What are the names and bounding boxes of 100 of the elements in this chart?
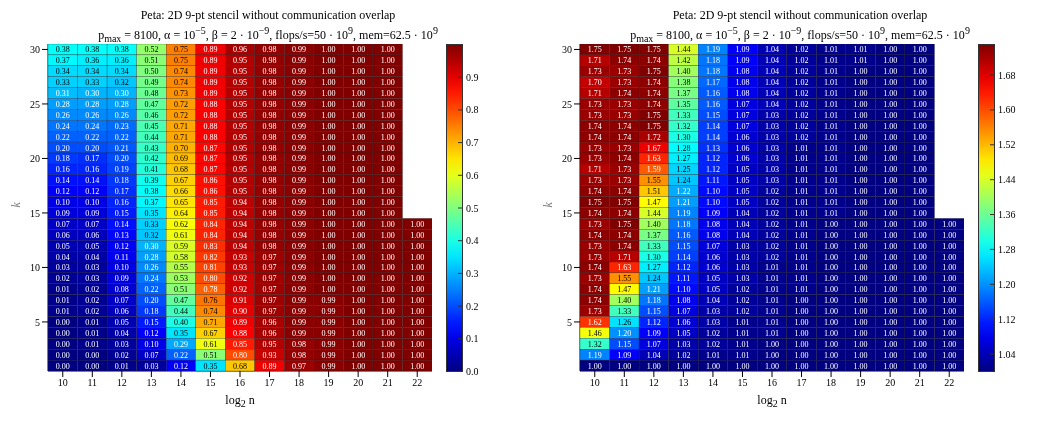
color-bar-label: 0.1 — [466, 333, 479, 345]
data-label: 1.73 — [617, 67, 632, 77]
data-label: 0.95 — [233, 132, 247, 142]
data-label: 1.00 — [794, 361, 809, 371]
data-label: 1.00 — [912, 154, 927, 164]
data-label: 0.31 — [55, 89, 70, 99]
data-label: 1.00 — [883, 296, 898, 306]
data-label: 1.00 — [853, 361, 868, 371]
data-label: 1.00 — [853, 132, 868, 142]
data-label: 1.74 — [646, 78, 661, 88]
data-label: 0.94 — [233, 230, 247, 240]
data-label: 0.70 — [173, 143, 188, 153]
y-tick-label: 25 — [30, 98, 40, 110]
data-label: 1.74 — [617, 241, 632, 251]
data-label: 1.00 — [380, 121, 395, 131]
data-label: 1.02 — [794, 45, 809, 55]
data-label: 1.27 — [646, 263, 661, 273]
data-label: 1.73 — [587, 67, 602, 77]
y-tick-label: 20 — [562, 153, 572, 164]
data-label: 0.43 — [144, 143, 159, 153]
data-label: 1.74 — [617, 132, 632, 142]
data-label: 1.00 — [380, 285, 395, 295]
data-label: 0.99 — [292, 67, 307, 77]
data-label: 1.00 — [351, 143, 366, 153]
data-label: 1.00 — [321, 252, 336, 262]
data-label: 1.33 — [676, 110, 691, 120]
data-label: 1.00 — [912, 187, 927, 197]
data-label: 1.75 — [617, 45, 632, 55]
data-label: 1.00 — [321, 56, 336, 66]
data-label: 1.00 — [853, 252, 868, 262]
y-tick-label: 15 — [562, 207, 572, 219]
data-label: 1.63 — [617, 263, 632, 273]
y-tick-label: 10 — [30, 262, 40, 273]
data-label: 1.00 — [853, 187, 868, 197]
data-label: 1.00 — [410, 361, 425, 371]
data-label: 1.02 — [735, 296, 750, 306]
data-label: 0.51 — [173, 285, 188, 295]
data-label: 1.00 — [351, 165, 366, 175]
data-label: 1.00 — [351, 361, 366, 371]
data-label: 1.74 — [617, 121, 632, 131]
data-label: 0.78 — [203, 285, 218, 295]
data-label: 0.95 — [233, 99, 247, 109]
data-label: 1.00 — [883, 45, 898, 55]
data-label: 1.01 — [765, 296, 779, 306]
data-label: 1.12 — [705, 165, 720, 175]
data-label: 1.59 — [646, 165, 661, 175]
data-label: 0.61 — [173, 230, 188, 240]
data-label: 1.00 — [794, 328, 809, 338]
data-label: 1.00 — [380, 89, 395, 99]
data-label: 1.01 — [824, 208, 839, 218]
color-bar-label: 1.36 — [998, 209, 1016, 221]
data-label: 1.00 — [853, 263, 868, 273]
data-label: 0.32 — [114, 78, 129, 88]
data-label: 1.03 — [765, 132, 779, 142]
data-label: 1.00 — [883, 78, 898, 88]
data-label: 1.00 — [824, 230, 839, 240]
text: p$_{max}$ = 8100, α = 10$^{−5}$, β = 2 · 10$^{−9}$, flops/s=50 · 10$^{9}$, mem=62.5 · 10$^{9}$ — [630, 25, 970, 45]
data-label: 0.00 — [55, 328, 70, 338]
data-label: 1.14 — [705, 132, 720, 142]
data-label: 1.04 — [735, 219, 750, 229]
data-label: 0.03 — [55, 263, 70, 273]
data-label: 1.07 — [646, 339, 661, 349]
data-label: 1.00 — [853, 219, 868, 229]
data-label: 1.00 — [853, 285, 868, 295]
data-label: 0.26 — [85, 110, 100, 120]
data-label: 0.88 — [203, 99, 218, 109]
data-label: 1.16 — [705, 89, 720, 99]
data-label: 0.59 — [173, 241, 188, 251]
data-label: 1.67 — [646, 143, 661, 153]
data-label: 1.02 — [794, 110, 809, 120]
data-label: 1.05 — [735, 198, 750, 208]
data-label: 1.06 — [705, 252, 720, 262]
data-label: 1.01 — [765, 317, 779, 327]
data-label: 1.00 — [380, 263, 395, 273]
x-axis-title: log$_{2}$ n — [224, 393, 256, 410]
data-label: 0.07 — [55, 219, 70, 229]
data-label: 0.93 — [262, 350, 277, 360]
data-label: 1.30 — [676, 132, 691, 142]
data-label: 1.00 — [883, 121, 898, 131]
data-label: 1.04 — [765, 89, 779, 99]
data-label: 0.15 — [114, 208, 129, 218]
data-label: 1.01 — [794, 154, 809, 164]
data-label: 0.01 — [55, 285, 70, 295]
data-label: 1.00 — [912, 176, 927, 186]
data-label: 0.97 — [262, 296, 277, 306]
data-label: 1.05 — [705, 274, 720, 284]
data-label: 0.98 — [262, 45, 277, 55]
y-tick-label: 20 — [30, 153, 40, 164]
data-label: 1.01 — [824, 132, 839, 142]
data-label: 0.69 — [173, 154, 188, 164]
data-label: 1.00 — [351, 263, 366, 273]
data-label: 1.02 — [765, 187, 779, 197]
data-label: 0.23 — [114, 121, 129, 131]
data-label: 0.95 — [233, 143, 247, 153]
data-label: 0.36 — [114, 56, 129, 66]
data-label: 1.01 — [794, 241, 809, 251]
data-label: 1.74 — [587, 230, 602, 240]
data-label: 0.99 — [292, 274, 307, 284]
data-label: 1.74 — [587, 285, 602, 295]
data-label: 1.00 — [912, 350, 927, 360]
